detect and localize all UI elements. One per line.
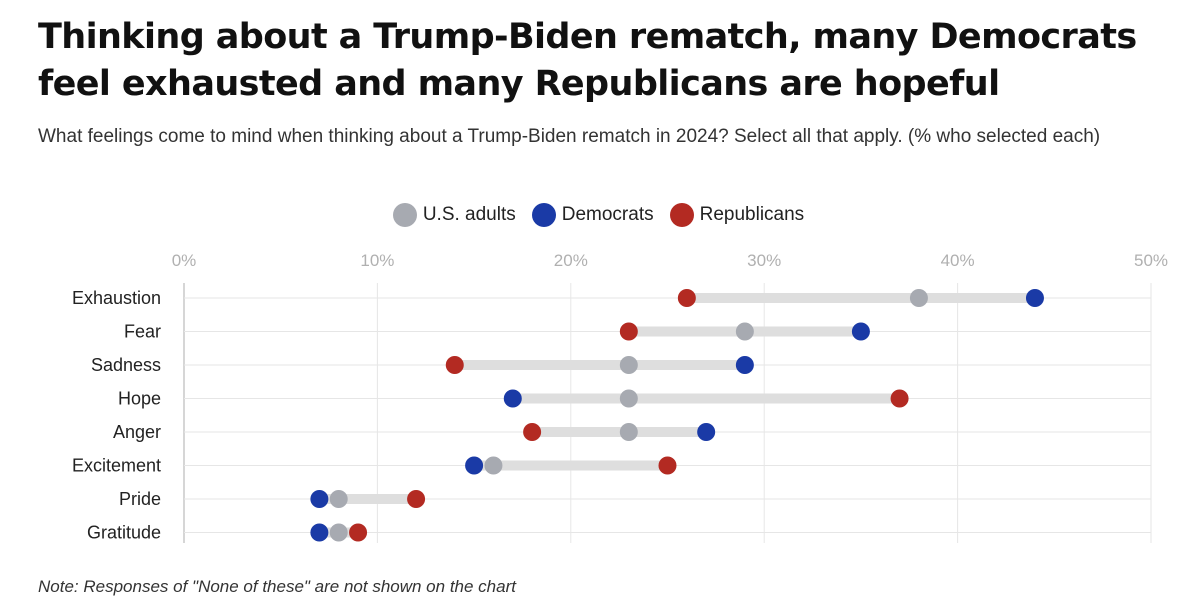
x-tick-label-10: 10%: [360, 251, 394, 270]
chart-subtitle: What feelings come to mind when thinking…: [38, 126, 1101, 147]
category-label-sadness: Sadness: [91, 355, 161, 375]
x-tick-label-30: 30%: [747, 251, 781, 270]
dot-fear-u-s-adults: [735, 322, 754, 341]
x-tick-label-20: 20%: [554, 251, 588, 270]
dot-anger-republicans: [523, 423, 542, 441]
dot-plot-chart: 0% 10% 20% 30% 40% 50% Exhaustion Fear Sadness Ho…: [72, 251, 1168, 543]
dot-exhaustion-democrats: [1025, 289, 1044, 307]
dot-fear-democrats: [851, 322, 870, 341]
dot-gratitude-democrats: [310, 523, 329, 542]
category-label-exhaustion: Exhaustion: [72, 288, 161, 308]
dot-hope-republicans: [890, 389, 909, 408]
legend-swatch-republicans: [669, 203, 694, 227]
dot-sadness-democrats: [735, 356, 754, 374]
dot-gratitude-republicans: [349, 523, 368, 542]
category-label-hope: Hope: [118, 389, 161, 409]
category-label-excitement: Excitement: [72, 456, 161, 476]
dot-excitement-u-s-adults: [484, 456, 503, 475]
x-tick-label-0: 0%: [172, 251, 197, 270]
legend-label-us-adults: U.S. adults: [422, 204, 516, 225]
category-label-gratitude: Gratitude: [87, 523, 161, 543]
x-tick-label-50: 50%: [1134, 251, 1168, 270]
dot-sadness-republicans: [445, 356, 464, 374]
dot-pride-u-s-adults: [329, 490, 348, 508]
chart-title: Thinking about a Trump-Biden rematch, ma…: [38, 17, 1137, 104]
dot-pride-republicans: [407, 490, 426, 508]
dot-hope-u-s-adults: [619, 389, 638, 408]
dot-hope-democrats: [503, 389, 522, 408]
legend-swatch-us-adults: [392, 203, 417, 227]
category-label-anger: Anger: [113, 422, 161, 442]
dot-exhaustion-republicans: [677, 289, 696, 307]
dot-gratitude-u-s-adults: [329, 523, 348, 542]
legend-label-republicans: Republicans: [699, 204, 805, 225]
legend: U.S. adults Democrats Republicans: [0, 199, 1197, 231]
chart-note: Note: Responses of "None of these" are n…: [38, 577, 516, 596]
dot-pride-democrats: [310, 490, 329, 508]
x-tick-label-40: 40%: [941, 251, 975, 270]
legend-item-republicans: Republicans: [669, 203, 805, 227]
dot-exhaustion-u-s-adults: [909, 289, 928, 307]
dot-anger-u-s-adults: [619, 423, 638, 441]
dot-excitement-republicans: [658, 456, 677, 475]
legend-swatch-democrats: [531, 203, 556, 227]
dot-sadness-u-s-adults: [619, 356, 638, 374]
legend-label-democrats: Democrats: [561, 204, 654, 225]
category-label-fear: Fear: [124, 322, 161, 342]
dot-fear-republicans: [619, 322, 638, 341]
legend-item-democrats: Democrats: [531, 203, 654, 227]
dot-excitement-democrats: [465, 456, 484, 475]
category-label-pride: Pride: [119, 489, 161, 509]
legend-item-us-adults: U.S. adults: [392, 203, 516, 227]
dot-anger-democrats: [697, 423, 716, 441]
